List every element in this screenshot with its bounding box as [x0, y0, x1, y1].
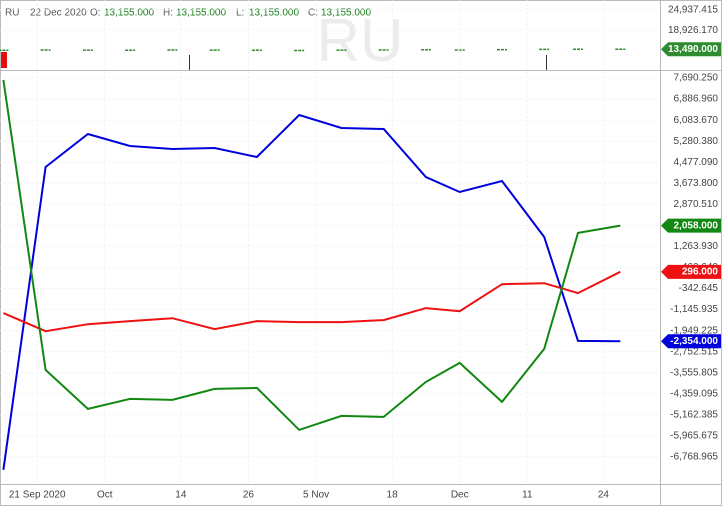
y-tick-label: 3,673.800	[674, 178, 719, 189]
ohlc-value: 13,155.000	[104, 8, 154, 19]
y-tick-label: -2,752.515	[670, 346, 718, 357]
price-box	[661, 334, 721, 349]
y-tick-label: 6,083.670	[674, 115, 719, 126]
y-tick-label: 4,477.090	[674, 157, 719, 168]
x-tick-label: Dec	[451, 490, 469, 501]
price-label: 2,058.000	[674, 220, 719, 231]
y-tick-label: -342.645	[679, 283, 719, 294]
x-tick-label: 24	[598, 490, 610, 501]
x-tick-label: 21 Sep 2020	[9, 490, 66, 501]
price-label: 13,490.000	[668, 44, 718, 55]
y-tick-label: -5,965.675	[670, 431, 718, 442]
x-tick-label: 11	[522, 490, 533, 501]
ohlc-label: C:	[308, 8, 318, 19]
price-label: -2,354.000	[670, 336, 718, 347]
x-tick-label: 5 Nov	[303, 490, 329, 501]
ohlc-label: L:	[236, 8, 244, 19]
y-tick-label: -5,162.385	[670, 410, 718, 421]
watermark: RU	[317, 7, 404, 74]
series-line	[2, 113, 621, 470]
price-box	[661, 264, 721, 279]
symbol: RU	[5, 8, 19, 19]
ohlc-label: O:	[90, 8, 101, 19]
x-tick-label: 26	[243, 490, 255, 501]
x-tick-label: 18	[387, 490, 399, 501]
y-tick-label: 24,937.415	[668, 5, 718, 16]
y-tick-label: -6,768.965	[670, 452, 718, 463]
ohlc-value: 13,155.000	[321, 8, 371, 19]
y-tick-label: 1,263.930	[674, 241, 719, 252]
ohlc-value: 13,155.000	[176, 8, 226, 19]
y-tick-label: -1,949.225	[670, 325, 718, 336]
x-tick-label: 14	[175, 490, 187, 501]
y-tick-label: -1,145.935	[670, 304, 718, 315]
ohlc-label: H:	[163, 8, 173, 19]
y-tick-label: -4,359.095	[670, 388, 718, 399]
y-tick-label: 18,926.170	[668, 25, 718, 36]
price-label: 296.000	[682, 266, 719, 277]
date: 22 Dec 2020	[30, 8, 87, 19]
y-tick-label: 7,690.250	[674, 73, 719, 84]
y-tick-label: 5,280.380	[674, 136, 719, 147]
marker	[1, 52, 7, 68]
y-tick-label: 2,870.510	[674, 199, 719, 210]
price-box	[661, 218, 721, 233]
y-tick-label: 6,886.960	[674, 94, 719, 105]
x-tick-label: Oct	[97, 490, 113, 501]
series-line	[3, 270, 621, 333]
price-box	[661, 42, 721, 57]
ohlc-value: 13,155.000	[249, 8, 299, 19]
series-line	[2, 79, 621, 432]
y-tick-label: -3,555.805	[670, 367, 718, 378]
